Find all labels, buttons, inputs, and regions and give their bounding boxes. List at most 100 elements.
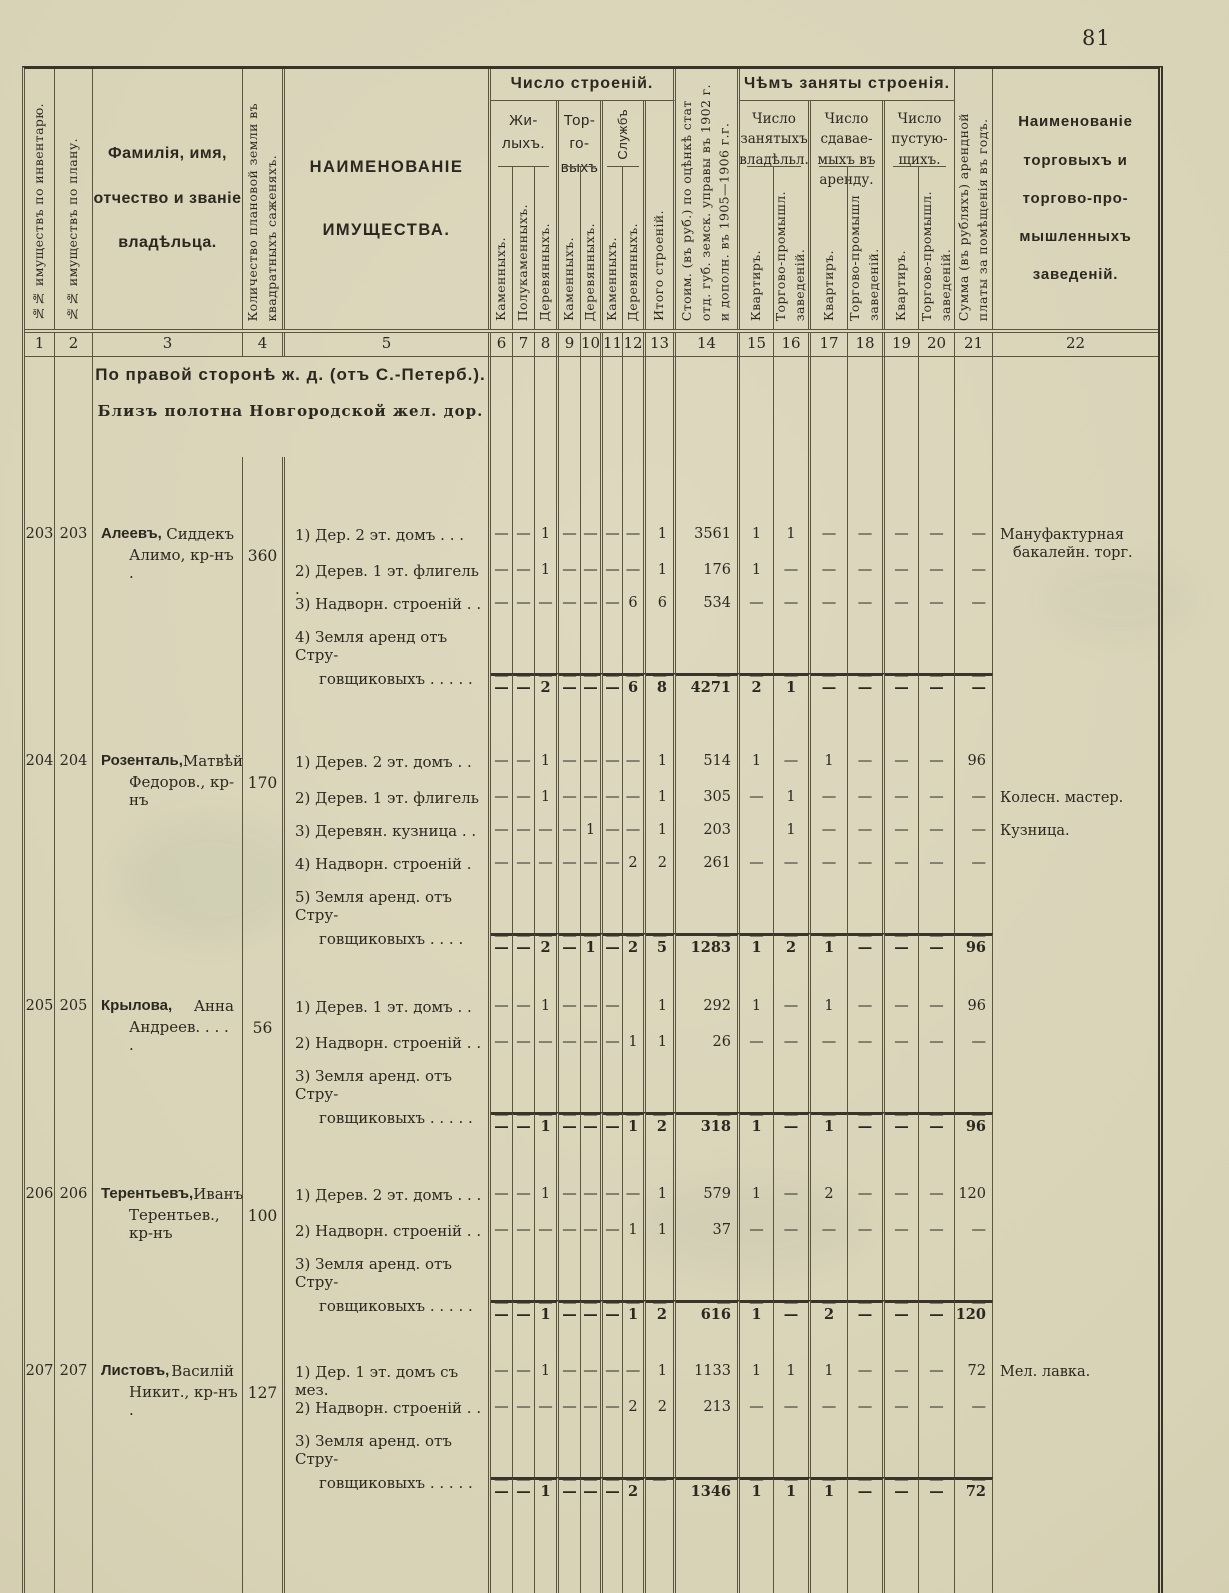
spacer-cell <box>919 701 955 750</box>
value-cell: 1 <box>811 1360 848 1419</box>
value-cell: — <box>581 559 603 598</box>
total-cell: 1 <box>811 933 848 961</box>
spacer-cell <box>603 1328 623 1360</box>
value-cell: 1133 <box>676 1360 740 1419</box>
property-item-row: 3) Надворн. строеній . . — — — — — —6 6 534— — — — —… <box>25 592 1158 625</box>
total-cell: 5 <box>646 933 676 961</box>
spacer-cell <box>93 1300 243 1328</box>
value-cell: — <box>774 1429 811 1492</box>
total-cell: 2 <box>623 933 646 961</box>
value-cell: — <box>774 1031 811 1064</box>
value-cell: — <box>848 1183 885 1242</box>
value-cell: — <box>955 625 993 688</box>
total-cell: — <box>885 1300 919 1328</box>
value-cell: — <box>811 1064 848 1127</box>
value-cell: — <box>885 1183 919 1242</box>
value-cell: — <box>535 852 559 885</box>
spacer-cell <box>513 701 535 750</box>
value-cell: — <box>491 1396 513 1429</box>
value-cell: — <box>581 885 603 948</box>
total-cell: — <box>885 933 919 961</box>
value-cell: — <box>603 750 623 809</box>
total-cell: 1 <box>740 1112 774 1140</box>
spacer-cell <box>885 357 919 457</box>
value-cell: — <box>559 625 581 688</box>
total-cell: 1 <box>623 1112 646 1140</box>
value-cell: — <box>646 625 676 688</box>
totals-row: — —2— — —6 8 4271 2 1— — — — — <box>25 673 1158 701</box>
value-cell: — <box>603 885 623 948</box>
value-cell: — <box>848 523 885 582</box>
land-area <box>243 885 285 948</box>
spacer-cell <box>535 1140 559 1183</box>
spacer-cell <box>243 1140 285 1183</box>
value-cell: — <box>885 786 919 819</box>
value-cell: — <box>885 995 919 1054</box>
spacer-cell <box>993 1112 1158 1140</box>
value-cell: — <box>559 1396 581 1429</box>
property-item-row: 203 203 Алеевъ, Сиддекъ Алимо, кр-нъ . 360 1) … <box>25 523 1158 582</box>
value-cell: — <box>603 625 623 688</box>
value-cell: — <box>559 1360 581 1419</box>
column-number: 4 <box>243 333 285 356</box>
value-cell: — <box>623 559 646 598</box>
spacer-cell <box>646 1140 676 1183</box>
value-cell: — <box>774 1183 811 1242</box>
value-cell: — <box>559 559 581 598</box>
value-cell: 1 <box>646 1183 676 1242</box>
land-area <box>243 1396 285 1429</box>
value-cell: — <box>491 750 513 809</box>
spacer-cell <box>55 1477 93 1505</box>
value-cell: — <box>491 995 513 1054</box>
spacer-cell <box>740 701 774 750</box>
value-cell: — <box>848 1031 885 1064</box>
column-number: 22 <box>1065 334 1086 352</box>
totals-row: — —1— — —1 2 318 1—1— — —96 <box>25 1112 1158 1140</box>
value-cell: — <box>513 1064 535 1127</box>
column-number: 3 <box>93 333 243 356</box>
plan-number: 205 <box>55 995 93 1054</box>
spacer-cell <box>285 1140 491 1183</box>
totals-row: — —1— — —2 1346 1 1 1— — —72 <box>25 1477 1158 1505</box>
value-cell: — <box>740 1396 774 1429</box>
value-cell: — <box>676 885 740 948</box>
value-cell: — <box>559 523 581 582</box>
value-cell: 1 <box>535 559 559 598</box>
value-cell: — <box>848 1396 885 1429</box>
value-cell: — <box>623 819 646 852</box>
value-cell: — <box>603 1031 623 1064</box>
value-cell: 1 <box>623 1219 646 1252</box>
spacer-cell <box>93 673 243 701</box>
property-item-label: 5) Земля аренд. отъ Стру-говщиковыхъ . .… <box>285 885 491 948</box>
spacer-cell <box>535 1505 559 1593</box>
spacer-cell <box>993 1505 1158 1593</box>
total-cell: — <box>581 1477 603 1505</box>
total-cell: 8 <box>646 673 676 701</box>
header-col-apartments-vacant: Квартиръ. <box>885 167 919 329</box>
page-number: 81 <box>1082 26 1111 50</box>
value-cell: — <box>535 1396 559 1429</box>
total-cell: — <box>513 1112 535 1140</box>
total-cell: 1 <box>774 1477 811 1505</box>
spacer-row <box>25 701 1158 750</box>
value-cell <box>623 995 646 1054</box>
owner-name: Алеевъ, Сиддекъ Алимо, кр-нъ . <box>93 523 243 582</box>
section-title-primary: По правой сторонѣ ж. д. (отъ С.-Петерб.)… <box>95 365 486 384</box>
property-item-label: 3) Земля аренд. отъ Стру-говщиковыхъ . .… <box>285 1064 491 1127</box>
value-cell: 305 <box>676 786 740 819</box>
spacer-cell <box>848 357 885 457</box>
owner-name: Листовъ, Василій Никит., кр-нъ . <box>93 1360 243 1419</box>
spacer-cell <box>25 357 55 457</box>
spacer-cell <box>774 357 811 457</box>
property-item-label: 1) Дерев. 2 эт. домъ . . <box>285 750 491 809</box>
header-col-plan-number: №№ имуществъ по плану. <box>55 69 93 329</box>
spacer-cell <box>491 457 513 523</box>
spacer-cell <box>559 1140 581 1183</box>
owner-name <box>93 592 243 625</box>
spacer-cell <box>513 357 535 457</box>
spacer-cell <box>603 1140 623 1183</box>
inventory-number <box>25 1429 55 1492</box>
spacer-cell <box>885 457 919 523</box>
value-cell: — <box>811 819 848 852</box>
header-col-trade-estab-rented: Торгово-промышл заведеній. <box>847 167 885 329</box>
